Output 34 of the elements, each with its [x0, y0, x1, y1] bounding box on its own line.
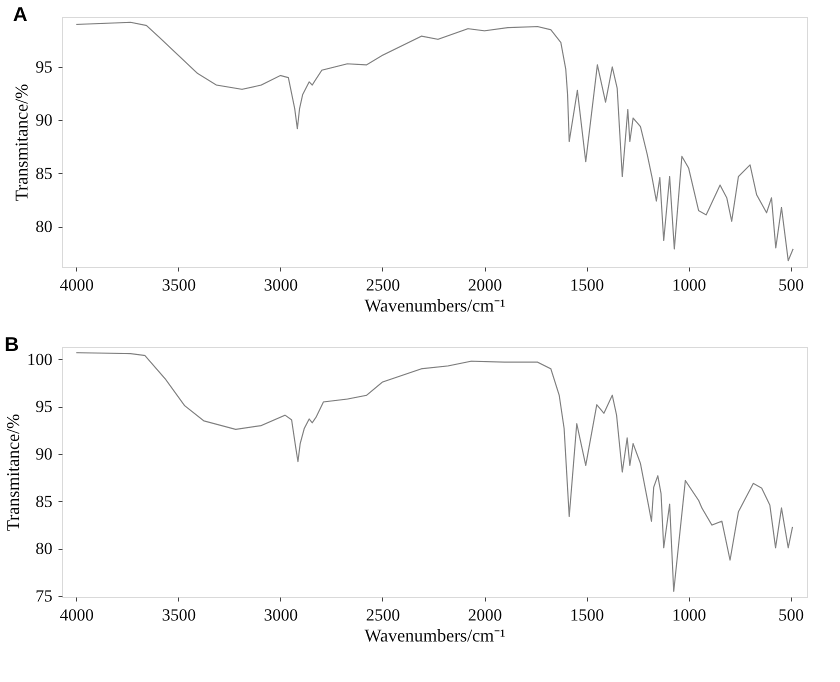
- y-tick-label: 90: [36, 110, 52, 130]
- x-tick-label: 3000: [264, 276, 298, 294]
- x-tick-label: 1000: [672, 276, 706, 294]
- x-tick-label: 500: [778, 276, 804, 294]
- y-tick-label: 80: [36, 539, 52, 558]
- x-tick-label: 1500: [570, 276, 604, 294]
- x-axis-title: Wavenumbers/cm⁻¹: [364, 296, 506, 316]
- line-series: [76, 22, 794, 262]
- y-tick-label: 85: [36, 492, 52, 511]
- y-axis-title: Transmitance/%: [12, 84, 32, 202]
- line-series: [76, 352, 794, 592]
- y-tick-label: 95: [36, 397, 52, 416]
- y-tick-label: 90: [36, 444, 52, 464]
- y-tick-label: 80: [36, 217, 52, 236]
- x-tick-label: 3000: [264, 606, 298, 624]
- y-tick-label: 95: [36, 58, 52, 76]
- y-axis-title: Transmitance/%: [3, 414, 23, 532]
- y-tick-label: 75: [36, 586, 52, 606]
- x-tick-label: 500: [778, 606, 804, 624]
- x-tick-label: 2500: [366, 276, 400, 294]
- x-tick-label: 1500: [570, 606, 604, 624]
- y-tick-label: 100: [27, 350, 52, 369]
- x-tick-label: 2000: [468, 276, 502, 294]
- x-tick-label: 4000: [60, 606, 94, 624]
- x-tick-label: 3500: [162, 276, 196, 294]
- x-tick-label: 1000: [672, 606, 706, 624]
- x-tick-label: 2000: [468, 606, 502, 624]
- y-tick-label: 85: [36, 164, 52, 183]
- x-tick-label: 2500: [366, 606, 400, 624]
- chart-title: A: [13, 4, 28, 26]
- chart-title: B: [4, 334, 19, 356]
- x-tick-label: 3500: [162, 606, 196, 624]
- x-axis-title: Wavenumbers/cm⁻¹: [364, 626, 506, 646]
- x-tick-label: 4000: [60, 276, 94, 294]
